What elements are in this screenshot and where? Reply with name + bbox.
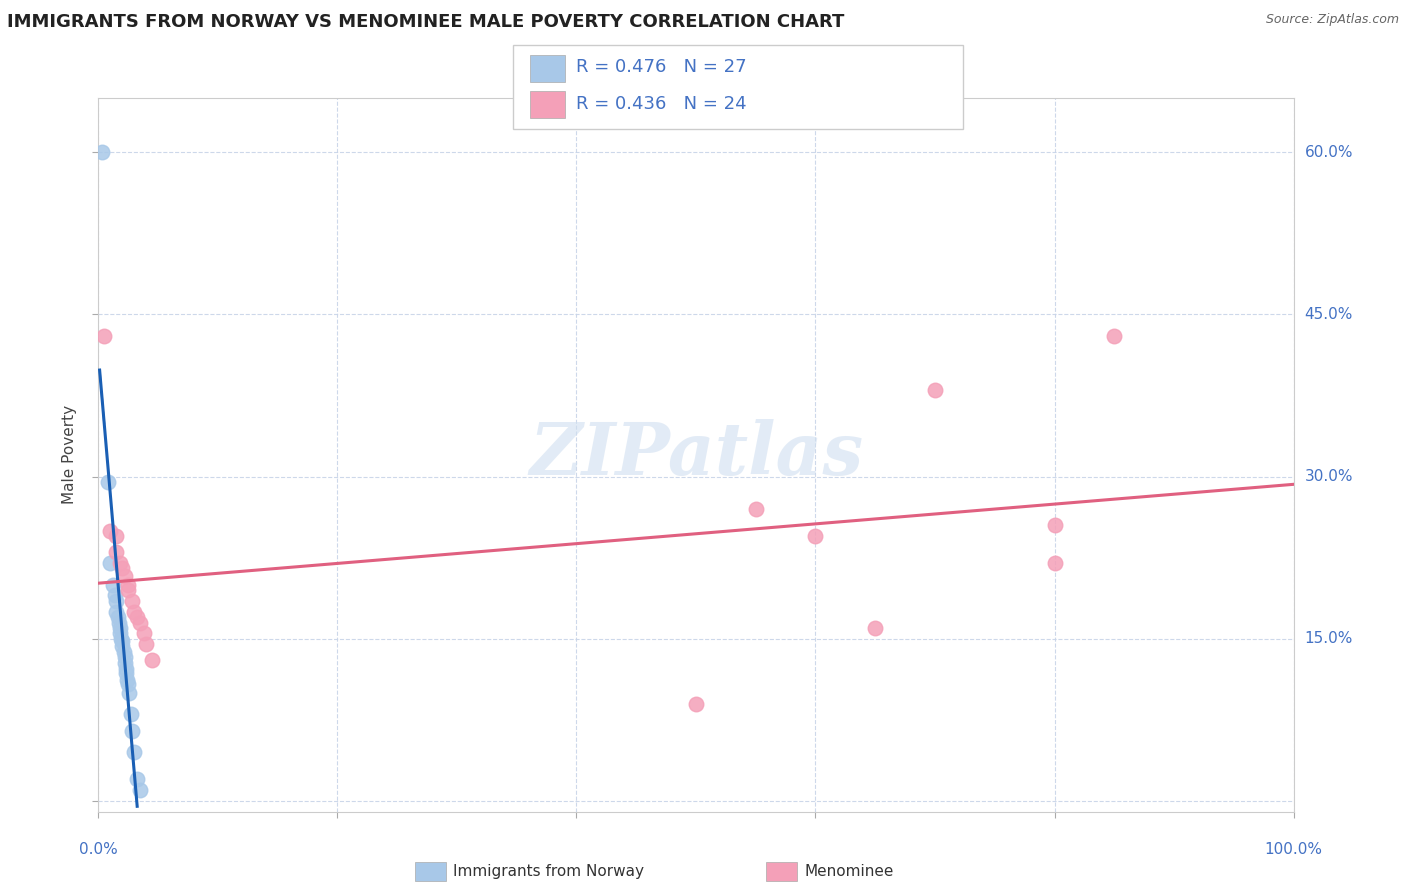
Point (108, 626, 131, 640)
Point (93, 329, 115, 343)
Point (101, 577, 124, 591)
Point (115, 673, 138, 687)
Point (111, 640, 134, 654)
Point (111, 633, 134, 648)
Point (1043, 518, 1066, 533)
Point (804, 529, 827, 543)
Text: 100.0%: 100.0% (1264, 842, 1323, 857)
Point (124, 745, 146, 759)
Point (91, 145, 114, 160)
Point (135, 637, 157, 651)
Point (924, 383, 946, 397)
Point (1102, 329, 1125, 343)
Text: 15.0%: 15.0% (1305, 632, 1353, 646)
Point (105, 594, 128, 608)
Text: R = 0.436   N = 24: R = 0.436 N = 24 (576, 95, 747, 113)
Point (97, 475, 120, 489)
Point (105, 529, 128, 543)
Point (114, 650, 136, 665)
Point (124, 605, 146, 619)
Point (111, 561, 134, 575)
Point (108, 621, 131, 635)
Point (114, 569, 136, 583)
Y-axis label: Male Poverty: Male Poverty (62, 405, 77, 505)
Point (863, 621, 886, 635)
Text: Immigrants from Norway: Immigrants from Norway (453, 864, 644, 879)
Point (129, 615, 152, 630)
Point (685, 697, 707, 711)
Point (132, 626, 155, 640)
Point (117, 677, 139, 691)
Point (108, 556, 131, 570)
Text: R = 0.476   N = 27: R = 0.476 N = 27 (576, 58, 747, 76)
Point (117, 577, 139, 591)
Point (115, 666, 138, 681)
Text: 30.0%: 30.0% (1305, 469, 1353, 484)
Text: Menominee: Menominee (804, 864, 894, 879)
Point (105, 545, 128, 559)
Point (129, 783, 152, 797)
Point (1043, 556, 1066, 570)
Point (125, 610, 148, 624)
Point (115, 662, 138, 676)
Point (114, 656, 136, 670)
Point (125, 772, 148, 787)
Point (112, 645, 135, 659)
Point (98, 524, 122, 538)
Text: ZIPatlas: ZIPatlas (529, 419, 863, 491)
Point (107, 610, 129, 624)
Point (105, 605, 128, 619)
Point (107, 615, 129, 630)
Text: Source: ZipAtlas.com: Source: ZipAtlas.com (1265, 13, 1399, 27)
Point (110, 632, 132, 646)
Text: 0.0%: 0.0% (79, 842, 118, 857)
Point (121, 723, 143, 738)
Point (98, 556, 122, 570)
Point (118, 686, 141, 700)
Point (104, 589, 127, 603)
Point (121, 594, 143, 608)
Point (745, 502, 768, 516)
Point (117, 583, 139, 598)
Point (120, 707, 142, 722)
Text: 45.0%: 45.0% (1305, 307, 1353, 322)
Text: IMMIGRANTS FROM NORWAY VS MENOMINEE MALE POVERTY CORRELATION CHART: IMMIGRANTS FROM NORWAY VS MENOMINEE MALE… (7, 13, 845, 31)
Point (141, 653, 163, 667)
Text: 60.0%: 60.0% (1305, 145, 1353, 160)
